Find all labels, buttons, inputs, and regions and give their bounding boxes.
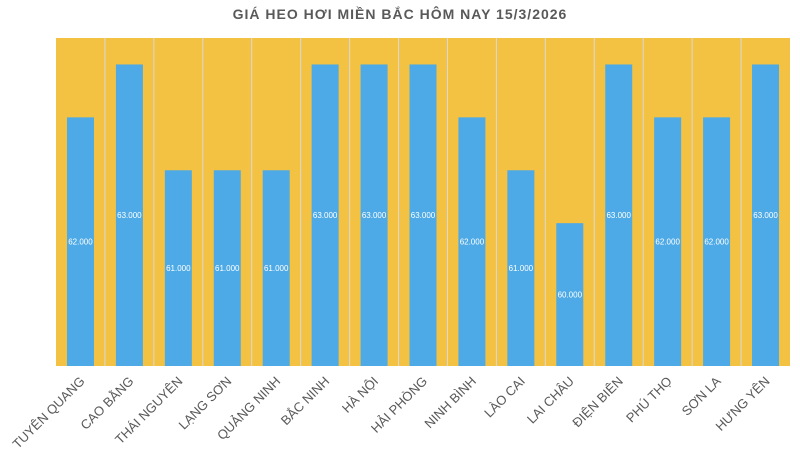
bar-data-label: 61.000: [215, 264, 240, 273]
data-labels: 62.000 63.000 61.000 61.000 61.000 63.000 63.0…: [68, 211, 778, 299]
bar-data-label: 62.000: [460, 238, 485, 247]
bar-data-label: 62.000: [655, 238, 680, 247]
bar: [311, 64, 339, 367]
bar-data-label: 61.000: [509, 264, 534, 273]
bar: [752, 64, 780, 367]
category-separators: [104, 38, 742, 366]
bar: [409, 64, 437, 367]
chart-title: GIÁ HEO HƠI MIỀN BẮC HÔM NAY 15/3/2026: [232, 6, 568, 22]
bar-data-label: 62.000: [704, 238, 729, 247]
category-label: NINH BÌNH: [421, 374, 479, 432]
bar-data-label: 61.000: [166, 264, 191, 273]
bar-data-label: 62.000: [68, 238, 93, 247]
category-label: SƠN LA: [679, 373, 724, 418]
bar: [556, 223, 584, 366]
bar: [66, 117, 94, 367]
bar-data-label: 63.000: [606, 211, 631, 220]
bar-data-label: 63.000: [753, 211, 778, 220]
bar-data-label: 63.000: [411, 211, 436, 220]
bar: [703, 117, 731, 367]
category-label: HÀ NỘI: [339, 374, 381, 416]
bar: [164, 170, 192, 366]
bar: [458, 117, 486, 367]
bar-data-label: 63.000: [362, 211, 387, 220]
bar: [605, 64, 633, 367]
category-label: LÀO CAI: [481, 374, 528, 421]
category-label: ĐIỆN BIÊN: [569, 374, 626, 431]
bar: [262, 170, 290, 366]
bar-data-label: 63.000: [313, 211, 338, 220]
bar-data-label: 61.000: [264, 264, 289, 273]
bar-data-label: 63.000: [117, 211, 142, 220]
bars: [66, 64, 780, 367]
bar: [654, 117, 682, 367]
bar-data-label: 60.000: [558, 291, 583, 300]
category-label: BẮC NINH: [278, 374, 333, 429]
bar: [115, 64, 143, 367]
bar: [360, 64, 388, 367]
bar: [213, 170, 241, 366]
category-label: TUYÊN QUANG: [10, 374, 88, 452]
bar: [507, 170, 535, 366]
category-label: PHÚ THỌ: [623, 374, 675, 426]
